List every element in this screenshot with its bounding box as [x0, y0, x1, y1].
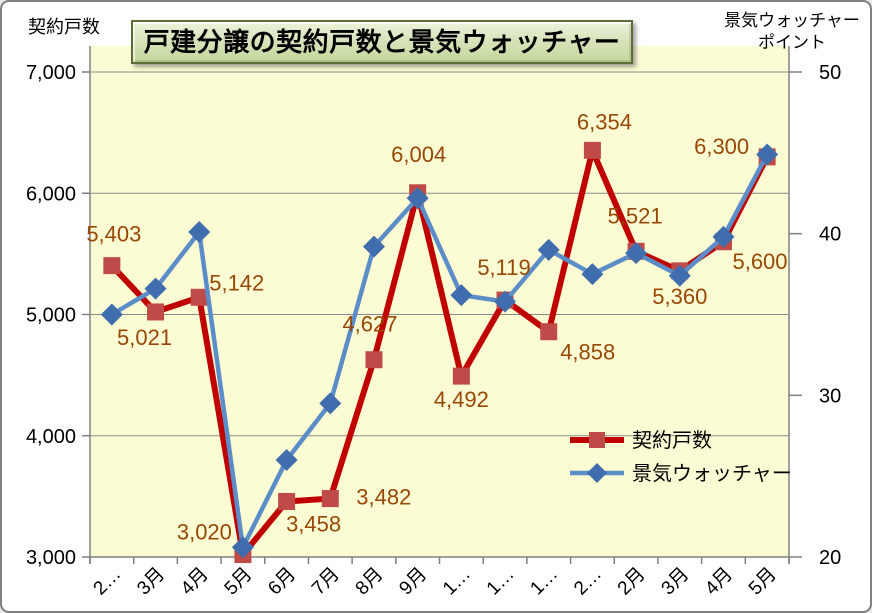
x-axis-label: 1…	[439, 564, 475, 600]
data-label: 6,004	[391, 142, 446, 167]
data-label: 6,300	[694, 134, 749, 159]
watchers-data-point	[188, 221, 211, 244]
watchers-data-point	[362, 235, 385, 258]
x-axis-label: 2…	[570, 564, 606, 600]
watchers-data-point	[625, 242, 648, 265]
legend-marker	[589, 432, 605, 448]
x-axis-label: 3月	[133, 564, 169, 600]
watchers-data-point	[100, 303, 123, 326]
data-label: 5,600	[732, 249, 787, 274]
y-axis-left-label: 7,000	[26, 62, 76, 84]
contracts-data-point	[365, 351, 383, 369]
x-axis-label: 7月	[308, 564, 344, 600]
legend-label: 景気ウォッチャー	[632, 462, 792, 485]
data-label: 5,360	[652, 284, 707, 309]
y-axis-right-label: 30	[819, 385, 841, 407]
x-axis-label: 2月	[614, 564, 650, 600]
watchers-data-point	[231, 536, 254, 559]
data-label: 4,858	[560, 340, 615, 365]
data-label: 5,021	[117, 325, 172, 350]
watchers-data-point	[275, 449, 298, 471]
y-axis-left-label: 3,000	[26, 547, 76, 569]
y-axis-right-label: 20	[819, 547, 841, 569]
watchers-series-line	[109, 152, 770, 550]
contracts-data-point	[583, 141, 601, 159]
watchers-data-point	[756, 143, 779, 166]
data-label: 4,627	[342, 312, 397, 337]
contracts-data-point	[190, 288, 208, 306]
watchers-data-point	[450, 284, 473, 307]
x-axis-label: 1…	[483, 564, 519, 600]
contracts-data-point	[321, 490, 339, 508]
data-label: 3,458	[286, 511, 341, 536]
y-axis-right-label: 40	[819, 224, 841, 246]
watchers-data-point	[319, 392, 342, 415]
right-axis-title: 景気ウォッチャー ポイント	[716, 10, 868, 54]
x-axis-label: 4月	[177, 564, 213, 600]
x-axis-label: 8月	[352, 564, 388, 600]
legend-marker	[587, 463, 607, 483]
watchers-data-point	[712, 225, 735, 248]
watchers-data-point	[494, 290, 517, 313]
x-axis-label: 9月	[395, 564, 431, 600]
x-axis-label: 5月	[221, 564, 257, 600]
data-label: 5,142	[209, 270, 264, 295]
data-label: 3,482	[356, 485, 411, 510]
data-label: 4,492	[434, 387, 489, 412]
right-axis-title-line2: ポイント	[758, 33, 826, 52]
data-label: 6,354	[577, 109, 632, 134]
x-axis-label: 6月	[264, 564, 300, 600]
watchers-data-point	[581, 263, 604, 286]
chart-title: 戸建分譲の契約戸数と景気ウォッチャー	[131, 20, 633, 64]
y-axis-left-label: 4,000	[26, 426, 76, 448]
legend-label: 契約戸数	[632, 429, 712, 452]
left-axis-title: 契約戸数	[28, 17, 100, 37]
x-axis-label: 1…	[526, 564, 562, 600]
x-axis-label: 2…	[90, 564, 126, 600]
y-axis-left-label: 6,000	[26, 183, 76, 205]
watchers-data-point	[144, 277, 167, 300]
y-axis-left-label: 5,000	[26, 305, 76, 327]
data-label: 3,020	[177, 520, 232, 545]
x-axis-label: 5月	[745, 564, 781, 600]
x-axis-label: 4月	[701, 564, 737, 600]
contracts-data-point	[452, 367, 470, 385]
contracts-data-point	[540, 323, 558, 341]
y-axis-right-label: 50	[819, 62, 841, 84]
data-label: 5,403	[86, 222, 141, 247]
contracts-data-point	[278, 492, 296, 510]
contracts-data-point	[103, 257, 121, 275]
watchers-data-point	[668, 264, 691, 287]
watchers-data-point	[537, 238, 560, 261]
right-axis-title-line1: 景気ウォッチャー	[724, 11, 860, 30]
contracts-data-point	[147, 303, 165, 321]
data-label: 5,521	[608, 203, 663, 228]
watchers-data-point	[406, 187, 429, 210]
data-label: 5,119	[477, 255, 530, 280]
x-axis-label: 3月	[658, 564, 694, 600]
contracts-series-line	[108, 147, 771, 558]
